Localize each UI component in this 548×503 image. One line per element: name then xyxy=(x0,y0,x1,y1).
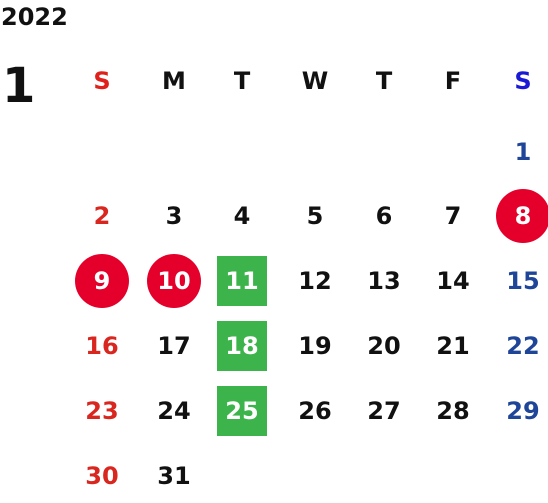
day-cell-24[interactable]: 24 xyxy=(144,399,204,423)
month-label: 1 xyxy=(2,58,36,114)
day-cell-26[interactable]: 26 xyxy=(285,399,345,423)
day-number: 9 xyxy=(93,267,111,295)
day-number: 28 xyxy=(436,397,470,425)
day-number: 25 xyxy=(225,397,259,425)
day-cell-21[interactable]: 21 xyxy=(423,334,483,358)
day-cell-13[interactable]: 13 xyxy=(354,269,414,293)
day-number: 7 xyxy=(444,202,462,230)
year-label: 2022 xyxy=(1,3,68,31)
day-cell-3[interactable]: 3 xyxy=(144,204,204,228)
day-number: 15 xyxy=(506,267,540,295)
day-cell-22[interactable]: 22 xyxy=(493,334,548,358)
day-cell-10[interactable]: 10 xyxy=(144,254,204,308)
day-number: 13 xyxy=(367,267,401,295)
day-cell-17[interactable]: 17 xyxy=(144,334,204,358)
day-cell-18[interactable]: 18 xyxy=(212,321,272,371)
day-cell-15[interactable]: 15 xyxy=(493,269,548,293)
day-cell-9[interactable]: 9 xyxy=(72,254,132,308)
day-cell-27[interactable]: 27 xyxy=(354,399,414,423)
day-cell-16[interactable]: 16 xyxy=(72,334,132,358)
day-number: 31 xyxy=(157,462,191,490)
day-cell-7[interactable]: 7 xyxy=(423,204,483,228)
day-number: 21 xyxy=(436,332,470,360)
weekday-header-sunday: S xyxy=(93,67,111,95)
weekday-header-thursday: T xyxy=(375,67,393,95)
day-number: 20 xyxy=(367,332,401,360)
day-number: 3 xyxy=(165,202,183,230)
day-cell-20[interactable]: 20 xyxy=(354,334,414,358)
day-number: 14 xyxy=(436,267,470,295)
day-number: 29 xyxy=(506,397,540,425)
day-number: 2 xyxy=(93,202,111,230)
day-cell-4[interactable]: 4 xyxy=(212,204,272,228)
day-number: 1 xyxy=(514,138,532,166)
day-number: 17 xyxy=(157,332,191,360)
day-cell-12[interactable]: 12 xyxy=(285,269,345,293)
day-cell-11[interactable]: 11 xyxy=(212,256,272,306)
day-cell-23[interactable]: 23 xyxy=(72,399,132,423)
day-number: 8 xyxy=(514,202,532,230)
day-cell-25[interactable]: 25 xyxy=(212,386,272,436)
weekday-header-tuesday: T xyxy=(233,67,251,95)
day-cell-30[interactable]: 30 xyxy=(72,464,132,488)
day-cell-28[interactable]: 28 xyxy=(423,399,483,423)
day-number: 22 xyxy=(506,332,540,360)
day-cell-5[interactable]: 5 xyxy=(285,204,345,228)
day-cell-29[interactable]: 29 xyxy=(493,399,548,423)
day-number: 10 xyxy=(157,267,191,295)
day-number: 23 xyxy=(85,397,119,425)
day-number: 19 xyxy=(298,332,332,360)
weekday-header-saturday: S xyxy=(514,67,532,95)
day-number: 5 xyxy=(306,202,324,230)
day-number: 30 xyxy=(85,462,119,490)
weekday-header-wednesday: W xyxy=(301,67,329,95)
day-number: 24 xyxy=(157,397,191,425)
day-cell-8[interactable]: 8 xyxy=(493,189,548,243)
day-cell-14[interactable]: 14 xyxy=(423,269,483,293)
day-cell-2[interactable]: 2 xyxy=(72,204,132,228)
day-cell-6[interactable]: 6 xyxy=(354,204,414,228)
day-number: 4 xyxy=(233,202,251,230)
day-cell-1[interactable]: 1 xyxy=(493,140,548,164)
day-cell-19[interactable]: 19 xyxy=(285,334,345,358)
weekday-header-friday: F xyxy=(444,67,462,95)
weekday-header-monday: M xyxy=(162,67,186,95)
day-number: 6 xyxy=(375,202,393,230)
day-number: 18 xyxy=(225,332,259,360)
day-number: 16 xyxy=(85,332,119,360)
day-number: 12 xyxy=(298,267,332,295)
day-number: 27 xyxy=(367,397,401,425)
day-number: 26 xyxy=(298,397,332,425)
day-cell-31[interactable]: 31 xyxy=(144,464,204,488)
day-number: 11 xyxy=(225,267,259,295)
